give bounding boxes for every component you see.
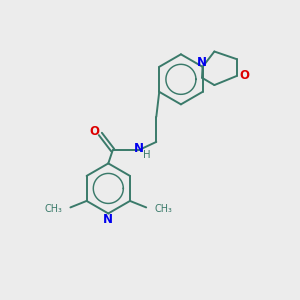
Text: O: O	[239, 69, 249, 82]
Text: N: N	[134, 142, 144, 155]
Text: N: N	[197, 56, 207, 69]
Text: N: N	[103, 213, 113, 226]
Text: H: H	[143, 150, 151, 161]
Text: CH₃: CH₃	[154, 204, 172, 214]
Text: CH₃: CH₃	[44, 204, 62, 214]
Text: O: O	[89, 125, 100, 138]
